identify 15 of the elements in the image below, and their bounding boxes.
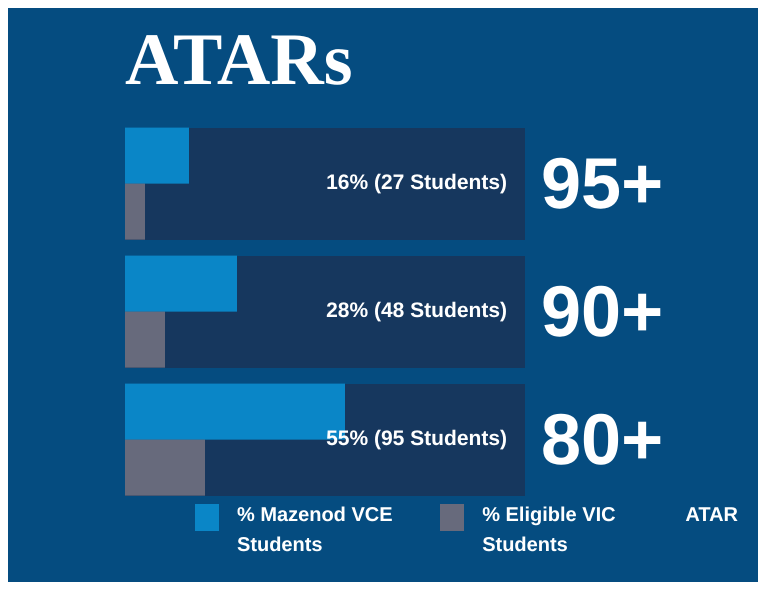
y-tick-label: 90+: [541, 272, 664, 352]
bar: [125, 184, 145, 240]
data-label: 16% (27 Students): [326, 171, 507, 194]
bar: [125, 256, 237, 312]
bar: [125, 440, 205, 496]
y-tick-label: 80+: [541, 400, 664, 480]
data-label: 55% (95 Students): [326, 427, 507, 450]
legend-label: % Eligible VIC Students: [482, 503, 617, 558]
y-axis-title: ATAR: [685, 503, 738, 528]
legend-label: % Mazenod VCE Students: [237, 503, 394, 558]
chart-title: ATARs: [125, 18, 352, 103]
bar: [125, 312, 165, 368]
bar: [125, 128, 189, 184]
data-label: 28% (48 Students): [326, 299, 507, 322]
y-tick-label: 95+: [541, 144, 664, 224]
